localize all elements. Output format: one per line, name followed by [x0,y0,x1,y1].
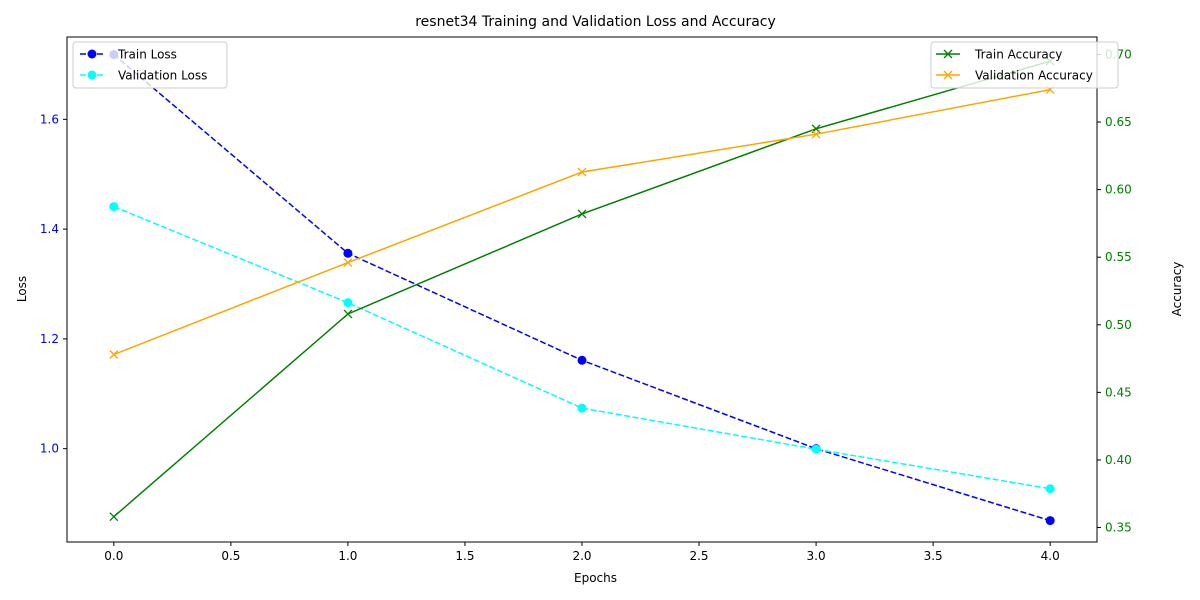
right-y-axis: 0.350.400.450.500.550.600.650.70 [1097,47,1132,535]
legend-train-acc-marker [943,49,953,59]
legend-loss-box [72,41,228,89]
x-tick-label: 1.0 [338,549,357,563]
series-validation-accuracy [109,85,1055,359]
x-axis-label: Epochs [574,571,617,585]
x-axis: 0.0 0.5 1.0 1.5 2.0 2.5 3.0 3.5 4.0 [104,542,1060,563]
data-point-train-accuracy [577,209,587,219]
data-point-train-loss [343,248,353,258]
series-line-validation-loss [113,205,1051,490]
right-y-tick-label: 0.40 [1105,453,1132,467]
data-point-validation-loss [343,298,353,308]
left-y-axis-label: Loss [15,276,29,302]
legend-accuracy-box [930,41,1119,89]
legend-val-acc-marker [943,70,953,80]
right-y-tick-label: 0.50 [1105,318,1132,332]
series-line-train-accuracy [113,60,1051,518]
data-point-validation-loss [811,444,821,454]
x-tick-label: 3.5 [924,549,943,563]
legend-train-loss-label: Train Loss [117,48,177,62]
right-y-tick-label: 0.60 [1105,183,1132,197]
data-point-train-loss [1045,516,1055,526]
x-tick-label: 0.5 [221,549,240,563]
right-y-tick-label: 0.55 [1105,250,1132,264]
data-point-validation-accuracy [577,167,587,177]
plot-frame [66,36,1098,543]
legend-loss: Train Loss Validation Loss [72,41,228,89]
series-train-accuracy [109,56,1055,522]
legend-val-loss-label: Validation Loss [118,69,207,83]
x-tick-label: 2.0 [572,549,591,563]
legend-val-loss-marker [87,70,97,80]
left-y-tick-label: 1.0 [40,442,59,456]
data-point-train-accuracy [343,309,353,319]
legend-accuracy: Train Accuracy Validation Accuracy [930,41,1119,89]
right-y-tick-label: 0.65 [1105,115,1132,129]
legend-val-acc-label: Validation Accuracy [975,69,1093,83]
data-point-validation-accuracy [811,129,821,139]
legend-train-loss-marker [87,49,97,59]
legend-train-acc-label: Train Accuracy [974,48,1062,62]
right-y-tick-label: 0.35 [1105,521,1132,535]
left-y-tick-label: 1.4 [40,222,59,236]
data-point-train-loss [577,355,587,365]
x-tick-label: 3.0 [807,549,826,563]
data-point-validation-accuracy [109,350,119,359]
x-tick-label: 4.0 [1041,549,1060,563]
left-y-tick-label: 1.2 [40,332,59,346]
x-tick-label: 2.5 [689,549,708,563]
series-line-train-loss [113,53,1051,522]
x-tick-label: 1.5 [455,549,474,563]
left-y-axis: 1.0 1.2 1.4 1.6 [40,112,67,456]
series-train-loss [109,50,1055,526]
series-line-validation-accuracy [113,88,1051,356]
data-point-validation-loss [577,403,587,413]
series-validation-loss [109,202,1055,494]
right-y-axis-label: Accuracy [1170,262,1184,317]
x-tick-label: 0.0 [104,549,123,563]
data-point-train-accuracy [109,512,119,522]
left-y-tick-label: 1.6 [40,112,59,126]
data-point-validation-loss [1045,484,1055,494]
data-point-validation-loss [109,202,119,212]
chart-title: resnet34 Training and Validation Loss an… [415,14,776,30]
data-point-validation-accuracy [343,258,353,268]
series-layer [109,50,1055,526]
right-y-tick-label: 0.45 [1105,385,1132,399]
